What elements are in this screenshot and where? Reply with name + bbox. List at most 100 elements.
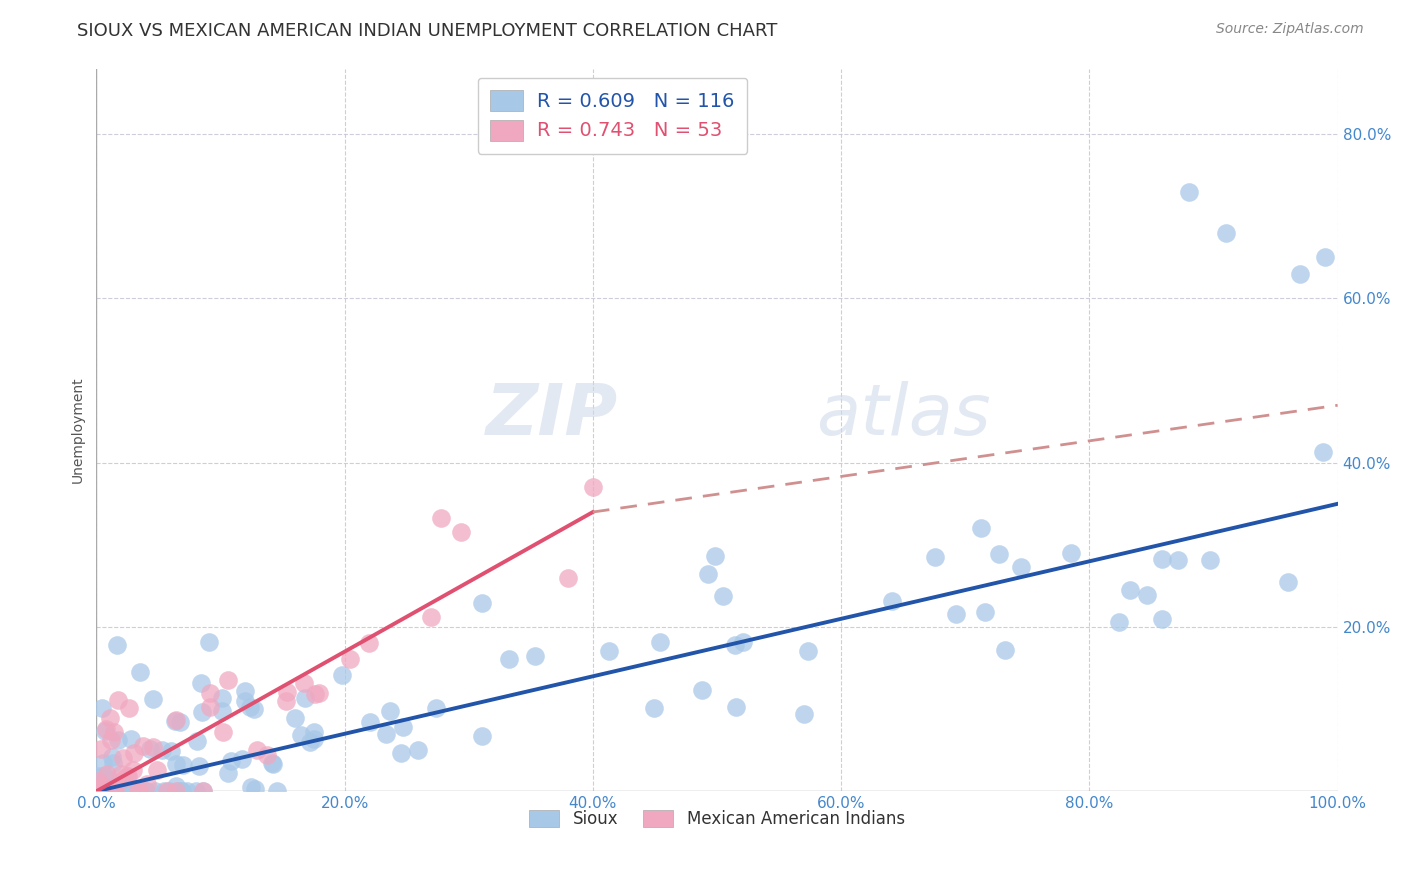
Text: SIOUX VS MEXICAN AMERICAN INDIAN UNEMPLOYMENT CORRELATION CHART: SIOUX VS MEXICAN AMERICAN INDIAN UNEMPLO… — [77, 22, 778, 40]
Point — [970, 521, 993, 535]
Text: Source: ZipAtlas.com: Source: ZipAtlas.com — [1216, 22, 1364, 37]
Point — [389, 746, 412, 760]
Point — [107, 733, 129, 747]
Point — [246, 743, 269, 757]
Point — [188, 759, 211, 773]
Point — [165, 713, 187, 727]
Point — [134, 784, 156, 798]
Point — [988, 547, 1011, 561]
Point — [112, 751, 135, 765]
Point — [87, 769, 110, 783]
Legend: Sioux, Mexican American Indians: Sioux, Mexican American Indians — [523, 804, 911, 835]
Point — [697, 567, 720, 582]
Point — [146, 763, 169, 777]
Point — [231, 752, 253, 766]
Point — [731, 635, 754, 649]
Point — [1215, 226, 1237, 240]
Point — [94, 724, 117, 739]
Point — [339, 652, 361, 666]
Point — [142, 739, 165, 754]
Point — [420, 609, 443, 624]
Point — [100, 732, 122, 747]
Point — [724, 638, 747, 652]
Y-axis label: Unemployment: Unemployment — [72, 376, 86, 483]
Point — [233, 694, 256, 708]
Point — [97, 784, 120, 798]
Point — [110, 767, 132, 781]
Point — [276, 694, 298, 708]
Point — [198, 699, 221, 714]
Point — [129, 665, 152, 680]
Point — [139, 742, 162, 756]
Point — [256, 747, 278, 762]
Point — [143, 784, 166, 798]
Point — [262, 757, 284, 772]
Point — [1150, 612, 1173, 626]
Point — [471, 596, 494, 610]
Point — [101, 750, 124, 764]
Point — [135, 777, 157, 791]
Point — [193, 784, 215, 798]
Point — [160, 744, 183, 758]
Point — [1136, 588, 1159, 602]
Point — [557, 571, 579, 585]
Point — [1277, 574, 1299, 589]
Point — [1312, 445, 1334, 459]
Point — [945, 607, 967, 621]
Point — [1108, 615, 1130, 629]
Point — [107, 693, 129, 707]
Point — [392, 720, 415, 734]
Point — [217, 766, 239, 780]
Point — [690, 683, 713, 698]
Point — [165, 784, 187, 798]
Point — [211, 691, 233, 706]
Point — [86, 773, 108, 788]
Point — [924, 549, 946, 564]
Point — [132, 739, 155, 753]
Point — [90, 741, 112, 756]
Point — [648, 634, 671, 648]
Point — [91, 769, 114, 783]
Point — [94, 723, 117, 737]
Point — [290, 728, 312, 742]
Point — [135, 784, 157, 798]
Point — [117, 769, 139, 783]
Point — [150, 743, 173, 757]
Point — [200, 686, 222, 700]
Point — [308, 686, 330, 700]
Point — [598, 644, 620, 658]
Point — [1315, 251, 1337, 265]
Point — [170, 784, 193, 798]
Point — [283, 711, 305, 725]
Point — [235, 684, 257, 698]
Point — [725, 700, 748, 714]
Point — [93, 784, 115, 798]
Text: ZIP: ZIP — [485, 381, 617, 450]
Point — [176, 784, 198, 798]
Point — [117, 769, 139, 783]
Point — [101, 756, 124, 770]
Point — [703, 549, 725, 563]
Point — [90, 779, 112, 793]
Point — [197, 634, 219, 648]
Point — [1177, 185, 1199, 199]
Point — [96, 767, 118, 781]
Text: atlas: atlas — [817, 381, 991, 450]
Point — [98, 772, 121, 787]
Point — [1010, 559, 1032, 574]
Point — [120, 784, 142, 798]
Point — [193, 784, 215, 798]
Point — [89, 781, 111, 796]
Point — [186, 734, 208, 748]
Point — [302, 731, 325, 746]
Point — [523, 648, 546, 663]
Point — [118, 784, 141, 798]
Point — [89, 784, 111, 798]
Point — [163, 714, 186, 728]
Point — [100, 784, 122, 798]
Point — [98, 711, 121, 725]
Point — [169, 715, 191, 730]
Point — [157, 784, 180, 798]
Point — [112, 772, 135, 787]
Point — [1289, 267, 1312, 281]
